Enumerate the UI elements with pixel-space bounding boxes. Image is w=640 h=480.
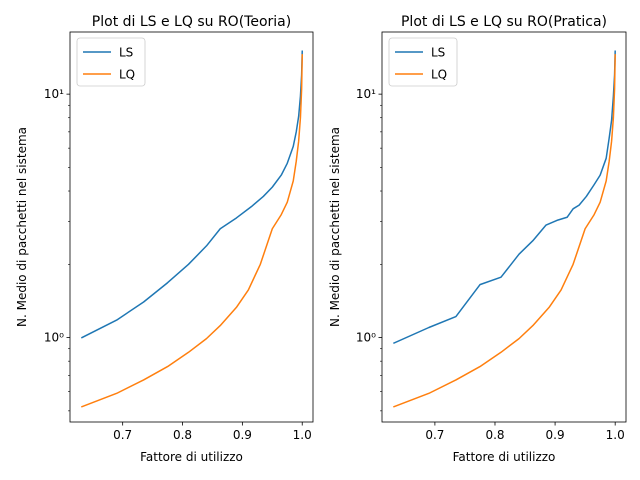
- x-tick-label: 0.7: [425, 428, 444, 442]
- axes-frame: [381, 31, 627, 423]
- x-tick-label: 1.0: [606, 428, 625, 442]
- x-tick-label: 0.8: [485, 428, 504, 442]
- axes-frame: [69, 31, 314, 423]
- x-axis-label: Fattore di utilizzo: [453, 450, 556, 464]
- y-tick-label: 10¹: [44, 87, 64, 101]
- x-tick-label: 0.7: [113, 428, 132, 442]
- series-line-ls: [393, 50, 616, 344]
- legend-label-ls: LS: [119, 46, 133, 60]
- x-tick-label: 0.9: [233, 428, 252, 442]
- series-line-lq: [81, 54, 303, 408]
- legend-label-ls: LS: [431, 46, 445, 60]
- y-tick-label: 10¹: [356, 87, 376, 101]
- legend-label-lq: LQ: [119, 68, 135, 82]
- chart-title: Plot di LS e LQ su RO(Pratica): [401, 14, 607, 30]
- chart-pratica: 0.7 0.8 0.9 1.0 10⁰ 10¹ Plot di LS e LQ su RO(…: [328, 14, 627, 464]
- y-tick-label: 10⁰: [356, 331, 376, 345]
- chart-teoria: 0.7 0.8 0.9 1.0 10⁰ 10¹ Plot di LS e LQ su RO(…: [15, 14, 314, 464]
- y-tick-label: 10⁰: [44, 331, 64, 345]
- y-axis-label: N. Medio di pacchetti nel sistema: [15, 127, 29, 327]
- x-tick-label: 1.0: [293, 428, 312, 442]
- series-line-ls: [80, 50, 303, 339]
- x-tick-label: 0.9: [546, 428, 565, 442]
- chart-title: Plot di LS e LQ su RO(Teoria): [92, 14, 291, 30]
- legend-label-lq: LQ: [431, 68, 447, 82]
- series-line-lq: [393, 54, 616, 408]
- y-axis-label: N. Medio di pacchetti nel sistema: [328, 127, 342, 327]
- x-axis-label: Fattore di utilizzo: [140, 450, 243, 464]
- x-tick-label: 0.8: [173, 428, 192, 442]
